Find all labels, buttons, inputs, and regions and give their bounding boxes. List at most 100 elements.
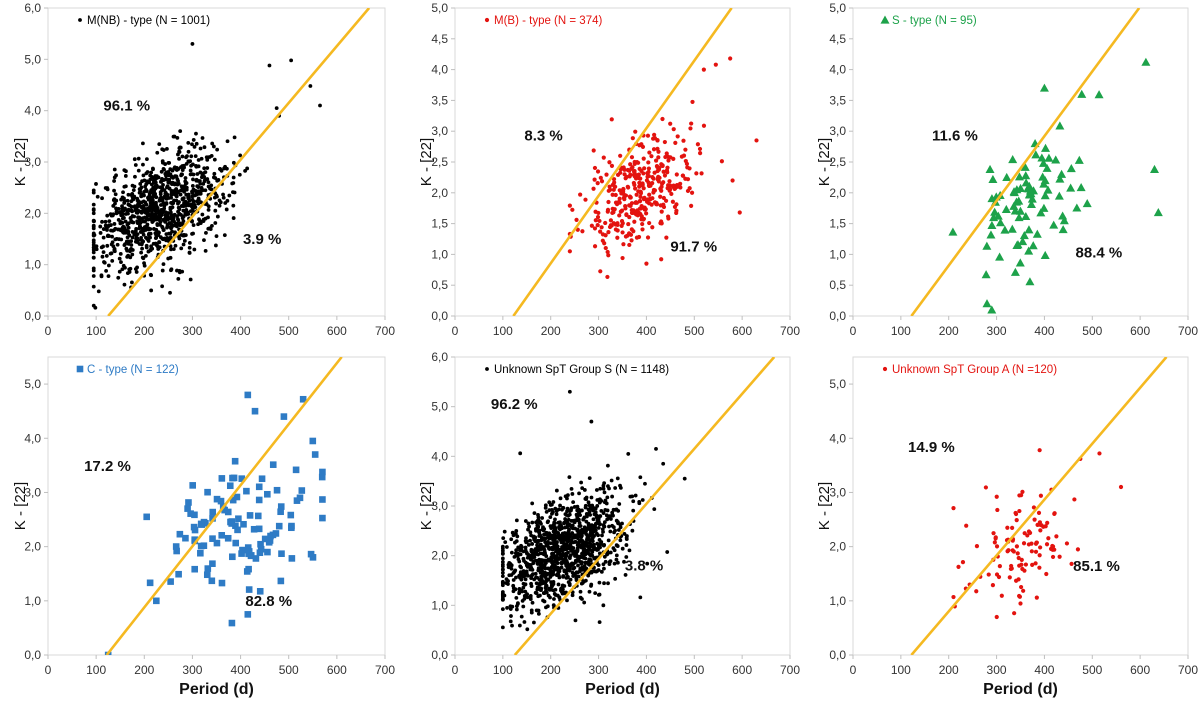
data-point — [209, 535, 216, 542]
data-point — [141, 141, 145, 146]
data-point — [1032, 229, 1042, 238]
data-point — [232, 539, 240, 547]
data-point — [550, 583, 555, 588]
data-point — [582, 579, 586, 584]
data-point — [640, 144, 646, 149]
data-point — [518, 564, 523, 569]
data-point — [195, 184, 200, 188]
data-point — [213, 495, 221, 503]
data-point — [1026, 542, 1031, 547]
data-point — [235, 515, 242, 523]
data-point — [564, 576, 569, 580]
data-point — [500, 607, 505, 612]
data-point — [123, 206, 127, 211]
data-point — [125, 235, 130, 240]
data-point — [1150, 164, 1159, 173]
data-point — [597, 620, 602, 625]
data-point — [176, 276, 181, 281]
data-point — [238, 153, 243, 158]
data-point — [1059, 216, 1069, 225]
data-point — [230, 474, 238, 482]
x-tick-label: 0 — [452, 663, 459, 677]
data-point — [277, 577, 285, 585]
data-point — [541, 528, 546, 533]
data-point — [689, 203, 694, 208]
data-point — [114, 206, 118, 211]
data-point — [254, 512, 262, 520]
y-tick-label: 5,0 — [431, 1, 448, 15]
x-axis-label: Period (d) — [585, 681, 660, 698]
data-point — [567, 249, 572, 254]
data-point — [994, 544, 1000, 549]
data-point — [672, 204, 678, 209]
percentage-annotation: 17.2 % — [84, 458, 131, 475]
data-point — [581, 530, 585, 535]
data-point — [163, 171, 168, 176]
data-point — [1052, 511, 1057, 516]
data-point — [620, 521, 624, 526]
data-point — [997, 564, 1002, 569]
data-point — [224, 534, 232, 542]
data-point — [634, 200, 640, 205]
data-point — [511, 571, 516, 575]
data-point — [951, 506, 956, 511]
data-point — [582, 525, 587, 530]
data-point — [91, 274, 96, 278]
data-point — [1054, 534, 1059, 539]
data-point — [640, 498, 645, 502]
data-point — [159, 195, 163, 200]
data-point — [232, 522, 239, 530]
data-point — [146, 236, 151, 241]
data-point — [213, 176, 218, 180]
data-point — [598, 175, 603, 180]
data-point — [654, 446, 658, 451]
data-point — [535, 539, 540, 543]
data-point — [991, 531, 996, 536]
data-point — [629, 155, 635, 160]
data-point — [618, 538, 623, 543]
data-point — [159, 179, 163, 184]
data-point — [615, 172, 621, 177]
data-point — [250, 525, 258, 533]
x-tick-label: 100 — [891, 663, 911, 677]
data-point — [1024, 246, 1034, 255]
data-point — [98, 231, 103, 235]
data-point — [566, 539, 570, 543]
x-tick-label: 300 — [589, 663, 609, 677]
data-point — [91, 188, 96, 193]
legend-label: C - type (N = 122) — [87, 364, 179, 376]
data-point — [661, 195, 666, 201]
data-point — [275, 522, 283, 530]
data-point — [574, 217, 579, 223]
data-point — [590, 539, 595, 544]
data-series — [948, 57, 1163, 314]
data-point — [596, 526, 601, 530]
data-point — [257, 545, 265, 553]
data-point — [557, 575, 562, 580]
data-point — [597, 580, 602, 585]
data-point — [500, 591, 505, 596]
data-point — [506, 582, 510, 586]
data-point — [209, 508, 217, 516]
data-point — [534, 608, 539, 613]
data-point — [622, 167, 627, 172]
data-point — [668, 155, 673, 160]
data-point — [649, 154, 654, 159]
data-point — [1021, 588, 1026, 593]
x-tick-label: 400 — [231, 324, 251, 338]
data-point — [91, 208, 96, 212]
data-point — [983, 485, 988, 490]
data-point — [251, 407, 259, 415]
data-point — [188, 168, 193, 173]
data-point — [613, 528, 617, 533]
x-tick-label: 100 — [493, 663, 513, 677]
data-point — [656, 155, 661, 160]
data-point — [584, 528, 588, 533]
data-point — [665, 550, 670, 554]
data-point — [226, 482, 234, 490]
data-point — [178, 192, 183, 197]
data-point — [564, 547, 569, 552]
data-point — [1023, 562, 1028, 567]
data-point — [525, 627, 530, 632]
data-point — [589, 495, 594, 500]
